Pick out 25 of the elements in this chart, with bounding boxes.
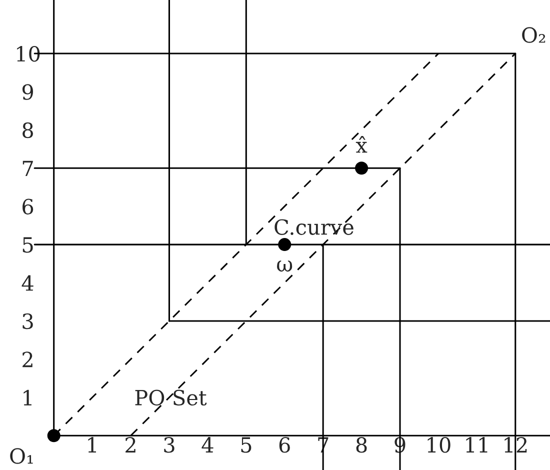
- x-tick-label: 11: [466, 437, 488, 452]
- y-tick-label: 1: [24, 390, 32, 406]
- annotation: PO Set: [135, 390, 207, 406]
- x-tick-label: 10: [428, 437, 450, 453]
- annotation: ω: [277, 260, 292, 272]
- x-tick-label: 5: [241, 437, 252, 453]
- x-tick-label: 2: [126, 437, 136, 452]
- x-tick-label: 3: [164, 437, 174, 453]
- y-tick-label: 6: [22, 198, 34, 215]
- y-tick-label: 10: [17, 46, 40, 62]
- y-tick-label: 7: [22, 160, 33, 176]
- x-tick-label: 4: [202, 437, 214, 452]
- y-tick-label: 5: [22, 237, 33, 253]
- annotation: C.curve: [274, 219, 354, 235]
- y-tick-label: 3: [22, 313, 33, 330]
- x-tick-label: 1: [88, 437, 96, 452]
- annotation: O₁: [10, 448, 33, 464]
- x-tick-label: 8: [356, 437, 367, 453]
- y-tick-label: 8: [22, 122, 33, 138]
- annotation: x̂: [356, 136, 368, 153]
- y-tick-label: 9: [22, 84, 33, 100]
- y-tick-label: 2: [22, 352, 32, 368]
- y-tick-label: 4: [22, 275, 34, 291]
- annotation: O₂: [522, 27, 546, 43]
- x-tick-label: 6: [279, 437, 290, 453]
